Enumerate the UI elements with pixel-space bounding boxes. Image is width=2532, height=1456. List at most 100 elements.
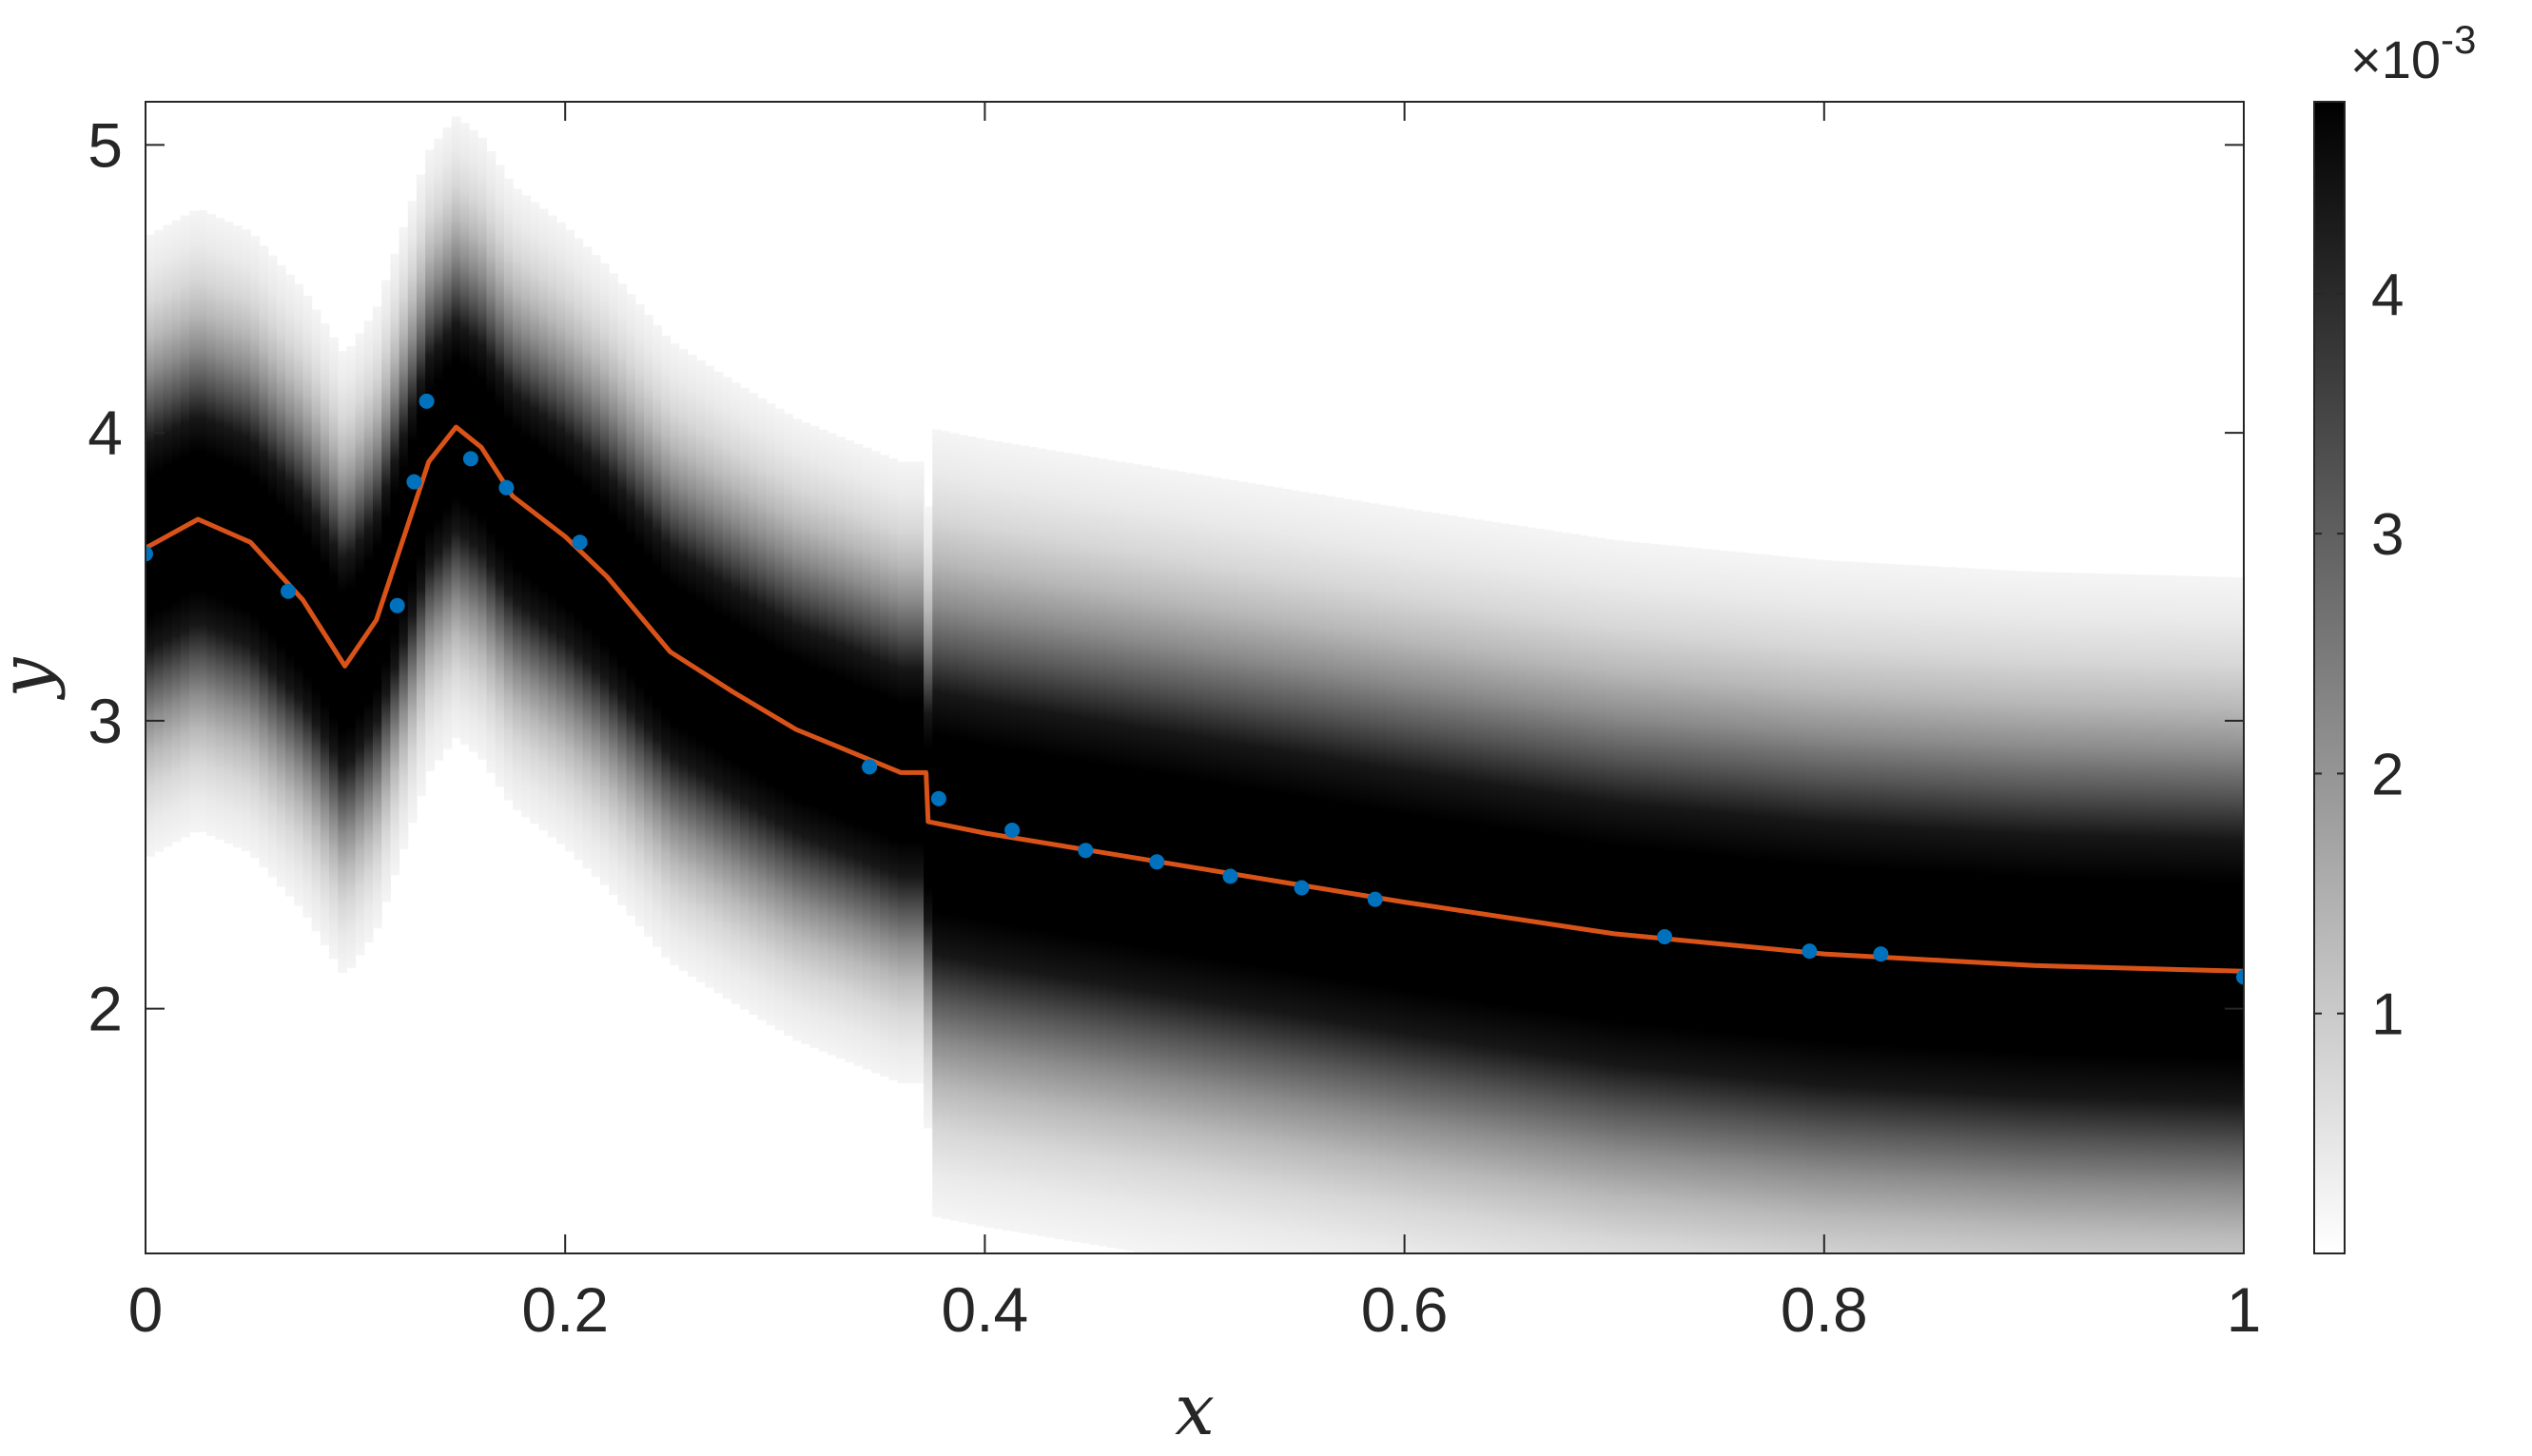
heatmap-column [1859,562,1869,1253]
heatmap-column [1343,498,1354,1253]
data-point [462,451,478,467]
data-point [419,393,435,409]
data-point [146,546,153,562]
heatmap-column [1841,561,1851,1253]
heatmap-column [2234,577,2244,1253]
heatmap-column [1675,546,1685,1253]
heatmap-column [2209,576,2219,1253]
data-point [389,597,405,613]
data-point [572,534,588,551]
y-tick-label: 5 [88,109,123,180]
x-axis-label: x [1175,1369,1215,1451]
heatmap-column [1474,519,1484,1253]
heatmap-column [1596,537,1607,1253]
heatmap-column [2113,573,2122,1253]
heatmap-column [1544,530,1554,1253]
heatmap-column [1727,551,1738,1253]
heatmap-column [1562,533,1571,1253]
colorbar-tick-label: 2 [2371,742,2404,807]
heatmap-column [1378,504,1388,1253]
heatmap-column [1955,567,1965,1253]
heatmap-column [2069,573,2078,1253]
heatmap-column [1771,555,1782,1253]
heatmap-column [1177,471,1187,1253]
heatmap-column [2121,573,2132,1253]
heatmap-column [1894,564,1904,1253]
heatmap-column [2051,572,2061,1253]
colorbar-tick-label: 4 [2371,262,2404,328]
data-point [1078,843,1094,859]
data-point [1367,891,1383,907]
heatmap-column [2007,570,2017,1253]
heatmap-column [1745,553,1755,1253]
heatmap-column [1911,565,1921,1253]
heatmap-column [1360,501,1371,1253]
heatmap-column [1998,570,2009,1253]
y-tick-label: 2 [88,974,123,1044]
x-tick-label: 0.2 [521,1274,609,1345]
heatmap-column [1902,564,1913,1253]
heatmap-column [1963,568,1974,1253]
heatmap-column [1606,539,1615,1253]
heatmap-column [1631,542,1642,1253]
heatmap-column [2217,576,2228,1253]
y-tick-label: 3 [88,686,123,756]
heatmap-column [1973,568,1982,1253]
x-tick-label: 0.8 [1781,1274,1868,1345]
heatmap-column [1395,507,1406,1253]
heatmap-column [1754,553,1764,1253]
heatmap-column [2042,572,2053,1253]
heatmap-column [1885,563,1895,1253]
heatmap-column [1938,566,1948,1253]
heatmap-column [1623,541,1633,1253]
density-heatmap [146,102,2244,1253]
heatmap-column [1666,545,1677,1253]
colorbar-gradient [2313,101,2346,1254]
heatmap-column [1325,495,1335,1253]
heatmap-column [1220,478,1231,1253]
x-tick-label: 0.4 [942,1274,1029,1345]
plot-frame [145,101,2245,1254]
heatmap-column [1448,515,1458,1253]
heatmap-column [2182,575,2192,1253]
heatmap-column [1509,524,1519,1253]
heatmap-column [1867,562,1878,1253]
heatmap-column [1876,563,1886,1253]
heatmap-column [2138,574,2149,1253]
heatmap-column [1387,506,1397,1253]
heatmap-column [1614,540,1624,1253]
heatmap-column [1527,527,1537,1253]
data-point [406,474,422,490]
heatmap-column [1237,481,1248,1253]
data-point [1802,943,1818,960]
heatmap-column [1850,561,1860,1253]
heatmap-column [1291,490,1300,1253]
heatmap-column [1780,556,1790,1253]
data-point [930,790,946,806]
heatmap-column [1456,516,1467,1253]
heatmap-column [1823,560,1834,1253]
colorbar-tick-label: 1 [2371,982,2404,1048]
heatmap-column [1185,473,1196,1253]
heatmap-column [1369,503,1379,1253]
heatmap-column [2059,573,2070,1253]
heatmap-column [1919,565,1930,1253]
heatmap-column [2094,573,2105,1253]
x-tick-label: 0.6 [1361,1274,1449,1345]
heatmap-column [1535,529,1546,1253]
heatmap-column [1299,492,1310,1253]
data-point [498,479,515,495]
heatmap-column [1247,483,1256,1253]
heatmap-column [1990,569,2000,1253]
heatmap-column [1806,558,1817,1253]
heatmap-column [1264,486,1275,1253]
heatmap-column [2191,575,2201,1253]
heatmap-column [2200,576,2210,1253]
heatmap-column [1789,556,1799,1253]
heatmap-column [1352,500,1362,1253]
data-point [281,583,296,599]
heatmap-column [2147,574,2157,1253]
heatmap-column [1465,517,1475,1253]
